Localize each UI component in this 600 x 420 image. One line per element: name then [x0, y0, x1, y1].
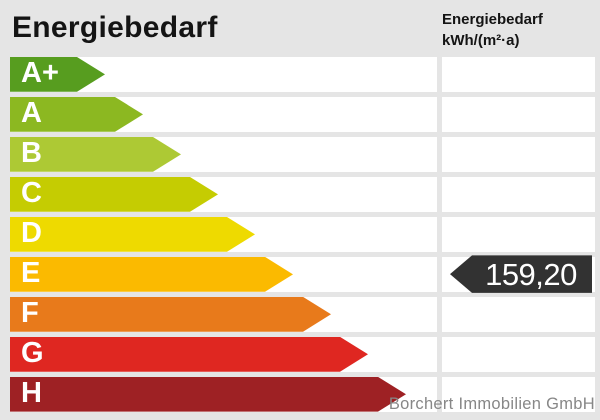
unit-label-line2: kWh/(m²·a) [442, 32, 520, 49]
page-title: Energiebedarf [12, 11, 218, 44]
band-label: B [21, 136, 42, 169]
band-arrow-e-icon: E [10, 257, 293, 292]
scale-row-a-plus: A+ [10, 57, 595, 92]
value-track [442, 336, 595, 372]
band-label: F [21, 296, 39, 329]
band-track: B [10, 136, 437, 172]
band-label: A [21, 96, 42, 129]
value-track [442, 136, 595, 172]
band-label: C [21, 176, 42, 209]
scale-row-b: B [10, 136, 595, 172]
band-track: C [10, 176, 437, 212]
value-track: 159,20 [442, 255, 595, 293]
band-arrow-g-icon: G [10, 337, 368, 372]
value-track [442, 376, 595, 412]
scale-row-d: D [10, 216, 595, 252]
scale-row-f: F [10, 296, 595, 332]
scale-row-a: A [10, 96, 595, 132]
band-track: A [10, 96, 437, 132]
value-track [442, 296, 595, 332]
band-arrow-a-icon: A [10, 97, 143, 132]
energy-scale: A+ A B C D [10, 57, 595, 412]
band-arrow-h-icon: H [10, 377, 406, 412]
band-label: A+ [21, 56, 59, 89]
band-arrow-f-icon: F [10, 297, 331, 332]
value-track [442, 96, 595, 132]
band-track: H [10, 376, 437, 412]
value-text: 159,20 [485, 256, 577, 292]
unit-label-line1: Energiebedarf [442, 11, 543, 28]
band-label: H [21, 376, 42, 409]
scale-row-g: G [10, 336, 595, 372]
band-label: D [21, 216, 42, 249]
value-track [442, 216, 595, 252]
footer-company: Borchert Immobilien GmbH [388, 395, 595, 413]
band-arrow-d-icon: D [10, 217, 255, 252]
scale-row-h: H [10, 376, 595, 412]
scale-row-e: E 159,20 [10, 255, 595, 293]
band-track: A+ [10, 57, 437, 92]
band-track: E [10, 256, 437, 292]
band-arrow-a-plus-icon: A+ [10, 57, 105, 92]
band-arrow-b-icon: B [10, 137, 181, 172]
value-track [442, 176, 595, 212]
band-arrow-c-icon: C [10, 177, 218, 212]
band-label: G [21, 336, 44, 369]
band-label: E [21, 256, 41, 289]
band-track: G [10, 336, 437, 372]
scale-row-c: C [10, 176, 595, 212]
value-badge: 159,20 [450, 255, 592, 293]
unit-label: Energiebedarf kWh/(m²·a) [442, 9, 543, 51]
value-track [442, 57, 595, 92]
band-track: D [10, 216, 437, 252]
band-track: F [10, 296, 437, 332]
